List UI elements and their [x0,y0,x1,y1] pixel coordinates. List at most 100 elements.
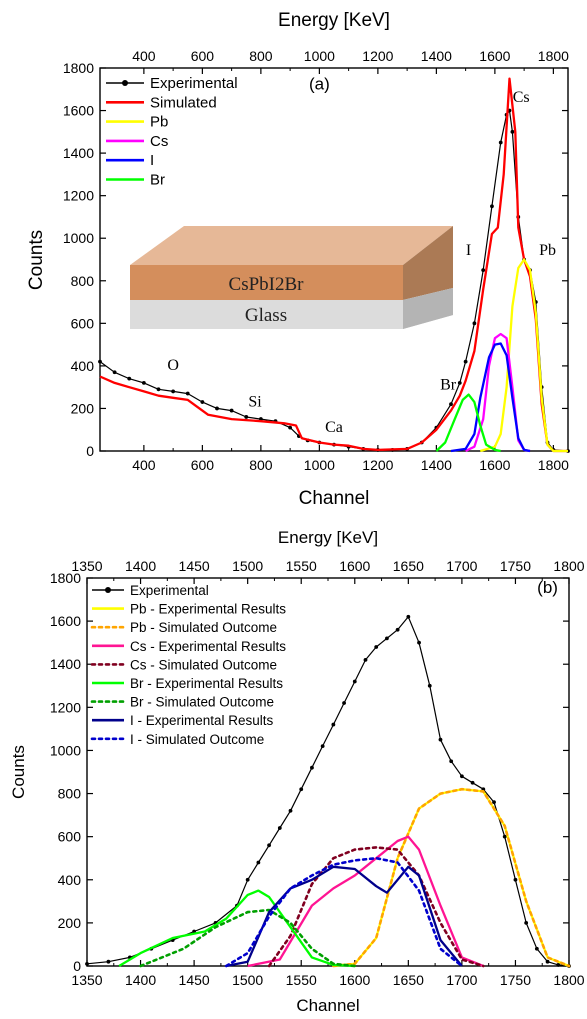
a-series-br [435,393,501,453]
b-series-i-simulated-outcome [224,856,464,968]
b-point-experimental [513,877,518,882]
a-point-experimental [463,359,468,364]
a-point-experimental [215,406,219,411]
a-x-tick-label: 400 [132,457,156,473]
b-point-experimental [524,920,529,925]
a-legend-marker [122,80,128,86]
a-y-title: Counts [26,230,47,290]
a-x2-tick-label: 400 [132,48,156,64]
b-point-experimental [459,774,464,779]
a-x2-tick-label: 1200 [362,48,393,64]
a-x2-tick-label: 1000 [304,48,335,64]
a-y-tick-label: 1800 [63,60,94,76]
a-point-experimental [171,389,176,394]
plot-area-b [86,577,570,967]
b-point-experimental [85,961,89,966]
legend-b: Experimental Pb - Experimental Results Pb … [90,583,286,747]
b-point-experimental [245,877,250,882]
a-x-tick-label: 1400 [421,457,452,473]
b-x2-tick-label: 1450 [179,558,210,574]
b-point-experimental [277,826,282,830]
b-y-tick-label: 400 [58,872,82,888]
b-x2-tick-label: 1600 [339,558,370,574]
b-series-br-experimental-results [118,889,355,968]
b-y-tick-label: 1200 [50,699,81,715]
a-legend-label-simulated: Simulated [150,94,217,111]
b-point-experimental [288,808,293,813]
a-y-tick-label: 600 [71,315,95,331]
b-point-experimental [534,946,539,951]
b-y-title: Counts [9,745,28,799]
b-x-title: Channel [296,996,359,1015]
b-x2-tick-label: 1400 [125,558,156,574]
a-x-tick-label: 1600 [479,457,510,473]
a-annotation: Pb [539,242,556,259]
a-point-experimental [112,370,117,375]
annotations-b: (b) [537,578,558,597]
b-point-experimental [427,683,432,688]
a-x-title: Channel [299,488,370,509]
a-legend-label-cs: Cs [150,133,168,150]
a-x2-tick-label: 1400 [421,48,452,64]
b-x2-title: Energy [KeV] [278,528,378,547]
a-point-experimental [141,381,146,385]
a-y-tick-label: 1600 [63,103,94,119]
b-point-experimental [385,636,389,641]
a-legend-label-br: Br [150,172,165,189]
b-x-tick-label: 1800 [553,972,584,988]
a-point-experimental [457,381,462,385]
axes-a: 400 600 800 1000 1200 1400 1600 1800 400 600 800 10… [63,48,569,473]
series-a [98,77,570,453]
b-legend-label-pb-simulated-outcome: Pb - Simulated Outcome [130,620,277,635]
a-point-experimental [98,359,102,364]
b-legend-label-i-simulated-outcome: I - Simulated Outcome [130,732,264,747]
b-y-tick-label: 1800 [50,570,81,586]
b-series-i-experimental-results [225,865,463,968]
b-x-tick-label: 1400 [125,972,156,988]
b-x-tick-label: 1600 [339,972,370,988]
legend-a: Experimental Simulated Pb Cs I Br [106,75,238,189]
b-x2-tick-label: 1350 [71,558,102,574]
b-x2-tick-label: 1700 [446,558,477,574]
a-point-experimental [244,415,249,419]
b-point-experimental [374,645,379,649]
a-y-tick-label: 1000 [63,230,94,246]
b-point-experimental [417,640,421,645]
series-b [85,614,571,968]
panel-b: 1350 1400 1450 1500 1550 1600 1650 1700 1750 1800… [9,528,585,1015]
a-annotation: Si [248,393,262,410]
panel-a: 400 600 800 1000 1200 1400 1600 1800 400 600 800 10… [26,10,570,509]
b-series-br-simulated-outcome [139,908,357,968]
a-point-experimental [498,140,503,145]
b-annotation: (b) [537,578,558,597]
a-x2-title: Energy [KeV] [278,10,390,31]
a-x-tick-label: 800 [249,457,273,473]
b-point-experimental [395,627,400,632]
a-x-tick-label: 1000 [304,457,335,473]
a-x-tick-label: 1200 [362,457,393,473]
b-point-experimental [406,614,411,619]
b-y-tick-label: 1400 [50,656,81,672]
b-y-tick-label: 1600 [50,613,81,629]
b-series-cs-simulated-outcome [267,846,485,968]
b-point-experimental [299,787,304,792]
b-legend-label-i-experimental-results: I - Experimental Results [130,713,274,728]
b-y-tick-label: 600 [58,829,82,845]
a-point-experimental [200,400,205,404]
b-point-experimental [267,843,271,848]
b-point-experimental [449,759,454,764]
b-point-experimental [352,679,357,684]
b-x2-tick-label: 1550 [286,558,317,574]
a-x2-tick-label: 1800 [538,48,569,64]
b-point-experimental [342,701,346,705]
b-x2-tick-label: 1800 [553,558,584,574]
a-annotation: Cs [513,89,530,106]
b-point-experimental [363,658,368,662]
b-point-experimental [470,780,475,785]
b-x2-tick-label: 1500 [232,558,263,574]
b-x2-tick-label: 1650 [393,558,424,574]
a-x2-tick-label: 1600 [479,48,510,64]
a-legend-label-pb: Pb [150,114,168,131]
b-point-experimental [310,765,314,770]
